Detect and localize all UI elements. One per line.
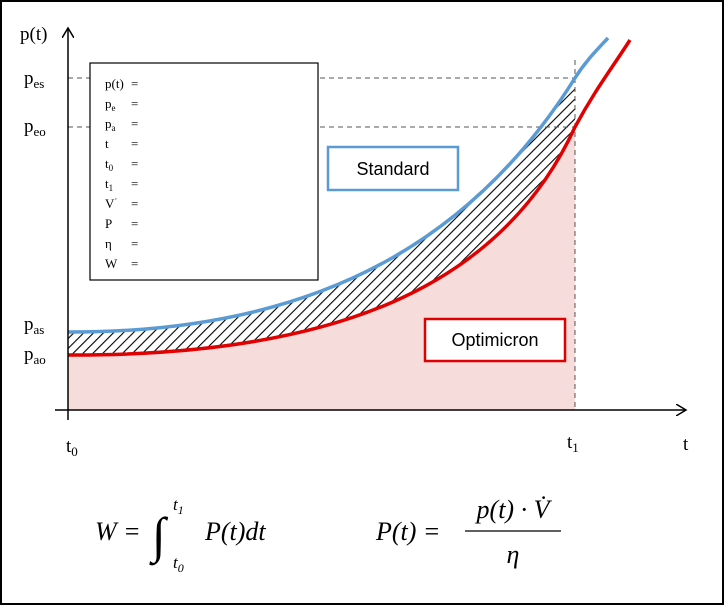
legend-eq: = <box>131 256 138 271</box>
sup: · <box>114 194 117 204</box>
label-t1: t1 <box>567 432 579 455</box>
legend-row: t <box>105 136 109 151</box>
denominator: η <box>507 540 520 569</box>
sub: e <box>112 103 116 113</box>
legend-eq: = <box>131 196 138 211</box>
legend-eq: = <box>131 136 138 151</box>
tag-standard-box <box>326 145 460 192</box>
legend-row: t0 <box>105 156 114 173</box>
symbol: P <box>105 216 112 231</box>
legend-eq: = <box>131 96 138 111</box>
sub: es <box>34 76 45 91</box>
sub: 0 <box>178 561 184 575</box>
formula-power-lhs: P(t) = <box>375 517 440 546</box>
legend-eq: = <box>131 216 138 231</box>
legend-row: pa <box>105 116 116 133</box>
legend-box <box>89 62 319 281</box>
label-pao: pao <box>24 344 46 367</box>
legend-row: W <box>105 256 118 271</box>
symbol: t <box>105 136 109 151</box>
sub: 0 <box>109 163 114 173</box>
base: t <box>66 436 72 457</box>
tag-optimicron: Optimicron <box>451 330 538 350</box>
base: t <box>567 432 573 453</box>
sub: a <box>112 123 116 133</box>
sub: 1 <box>109 183 114 193</box>
integral-lower: t0 <box>173 553 184 575</box>
curve-standard <box>67 36 610 334</box>
symbol: t <box>105 176 109 191</box>
numerator: p(t) · V̇ <box>475 495 553 524</box>
tag-optimicron-box <box>423 317 567 363</box>
legend-row: η <box>105 236 112 251</box>
sub: 1 <box>572 440 579 455</box>
legend-eq: = <box>131 116 138 131</box>
label-pas: pas <box>24 314 44 337</box>
base: t <box>173 495 179 514</box>
label-peo: peo <box>24 116 46 139</box>
base: t <box>173 553 179 572</box>
symbol: p <box>105 116 112 131</box>
symbol: p <box>105 96 112 111</box>
sub: as <box>34 322 45 337</box>
base: p <box>24 314 34 335</box>
legend-row: p(t) <box>105 76 124 91</box>
tag-standard: Standard <box>356 159 429 179</box>
legend-eq: = <box>131 176 138 191</box>
symbol: W <box>105 256 118 271</box>
legend-eq: = <box>131 156 138 171</box>
legend-row: V· <box>105 194 117 211</box>
legend-row: pe <box>105 96 116 113</box>
label-t0: t0 <box>66 436 78 459</box>
integral-sign: ∫ <box>149 507 169 566</box>
legend-row: t1 <box>105 176 113 193</box>
legend-rows: p(t) =pe =pa =t =t0 =t1 =V· =P =η =W = <box>105 76 138 271</box>
base: p <box>24 116 34 137</box>
label-pes: pes <box>24 68 44 91</box>
sub: eo <box>34 124 46 139</box>
legend-eq: = <box>131 236 138 251</box>
sub: ao <box>34 352 46 367</box>
symbol: η <box>105 236 112 251</box>
base: p <box>24 68 34 89</box>
symbol: t <box>105 156 109 171</box>
symbol: V <box>105 196 115 211</box>
legend-eq: = <box>131 76 138 91</box>
integrand: P(t)dt <box>204 517 266 546</box>
formula-work-lhs: W = <box>95 517 141 546</box>
hatched-difference <box>68 78 575 356</box>
integral-upper: t1 <box>173 495 184 517</box>
curve-optimicron <box>67 39 632 357</box>
sub: 1 <box>178 503 184 517</box>
y-axis-label: p(t) <box>20 24 47 45</box>
sub: 0 <box>71 444 78 459</box>
base: p <box>24 344 34 365</box>
legend-row: P <box>105 216 112 231</box>
symbol: p(t) <box>105 76 124 91</box>
x-axis-label: t <box>683 434 689 455</box>
